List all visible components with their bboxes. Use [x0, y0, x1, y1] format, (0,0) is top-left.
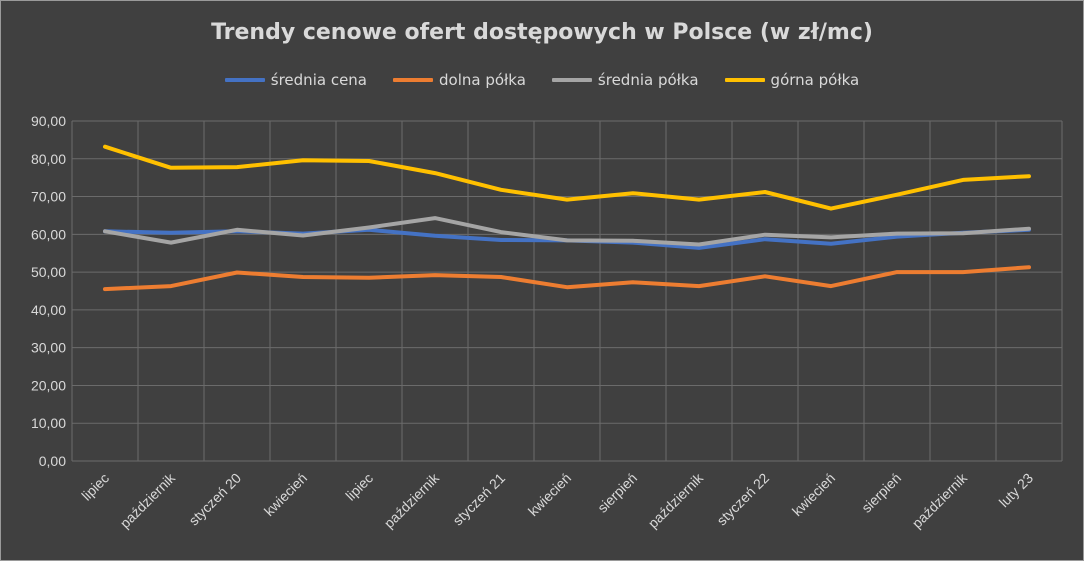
x-tick-label: sierpień	[594, 470, 640, 516]
series-layer	[103, 144, 1031, 292]
x-tick-label: styczeń 21	[449, 470, 508, 529]
legend-entry-srednia-polka: średnia półka	[551, 71, 699, 89]
x-tick-label: październik	[909, 469, 971, 531]
legend-swatch-dolna-polka	[393, 78, 433, 82]
legend-label-srednia-cena: średnia cena	[270, 71, 367, 89]
series-line-3	[103, 144, 1031, 211]
y-tick-label: 0,00	[39, 453, 66, 469]
x-tick-label: lipiec	[342, 470, 376, 504]
series-line-2	[103, 216, 1031, 247]
y-tick-label: 10,00	[31, 415, 66, 431]
x-tick-label: październik	[381, 469, 443, 531]
y-tick-label: 60,00	[31, 226, 66, 242]
y-tick-label: 30,00	[31, 340, 66, 356]
legend-entry-gorna-polka: górna półka	[724, 71, 860, 89]
y-tick-label: 20,00	[31, 377, 66, 393]
chart-title: Trendy cenowe ofert dostępowych w Polsce…	[211, 20, 873, 45]
x-tick-label: kwiecień	[525, 470, 574, 519]
y-tick-label: 50,00	[31, 264, 66, 280]
legend-label-dolna-polka: dolna półka	[439, 71, 526, 89]
grid-layer	[71, 120, 1063, 462]
x-tick-label: październik	[645, 469, 707, 531]
y-tick-label: 40,00	[31, 302, 66, 318]
legend-label-gorna-polka: górna półka	[770, 71, 860, 89]
legend-swatch-srednia-polka	[551, 78, 592, 82]
x-tick-label: kwiecień	[789, 470, 838, 519]
legend-entry-srednia-cena: średnia cena	[224, 71, 367, 89]
x-tick-label: styczeń 20	[185, 470, 244, 529]
x-tick-label: sierpień	[858, 470, 904, 516]
y-tick-label: 90,00	[31, 113, 66, 129]
x-tick-label: październik	[117, 469, 179, 531]
y-tick-label: 70,00	[31, 189, 66, 205]
x-tick-label: luty 23	[996, 470, 1037, 511]
x-tick-label: kwiecień	[261, 470, 310, 519]
x-tick-label: styczeń 22	[713, 470, 772, 529]
y-tick-labels: 0,00 10,00 20,00 30,00 40,00 50,00 60,00 70,00 8…	[31, 113, 66, 469]
x-tick-labels: lipiec październik styczeń 20 kwiecień lipie…	[78, 469, 1036, 531]
y-tick-label: 80,00	[31, 151, 66, 167]
legend: średnia cena dolna półka średnia półka g…	[0, 71, 1084, 89]
legend-entry-dolna-polka: dolna półka	[393, 71, 526, 89]
legend-swatch-srednia-cena	[224, 78, 265, 82]
x-tick-label: lipiec	[78, 470, 112, 504]
series-line-1	[103, 265, 1031, 292]
legend-label-srednia-polka: średnia półka	[597, 71, 699, 89]
legend-swatch-gorna-polka	[724, 78, 765, 82]
